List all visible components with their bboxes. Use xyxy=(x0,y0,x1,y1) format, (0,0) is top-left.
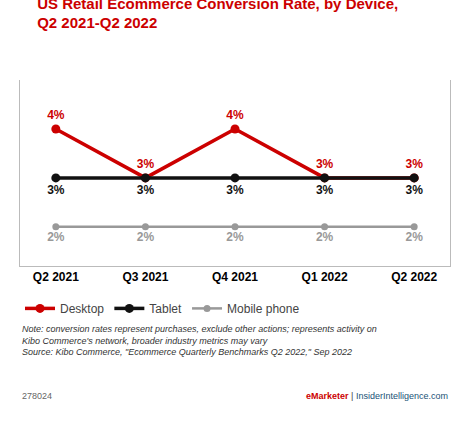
svg-text:278024: 278024 xyxy=(22,391,52,401)
svg-text:Q2 2021: Q2 2021 xyxy=(33,270,79,284)
svg-text:Tablet: Tablet xyxy=(149,302,182,316)
svg-text:eMarketer | InsiderIntelligenc: eMarketer | InsiderIntelligence.com xyxy=(306,391,448,401)
svg-text:Note: conversion rates represe: Note: conversion rates represent purchas… xyxy=(22,324,377,357)
svg-text:3%: 3% xyxy=(137,157,155,171)
svg-text:3%: 3% xyxy=(405,183,423,197)
svg-text:Q4 2021: Q4 2021 xyxy=(212,270,258,284)
svg-text:2%: 2% xyxy=(226,230,244,244)
svg-text:2%: 2% xyxy=(316,230,334,244)
svg-text:3%: 3% xyxy=(316,183,334,197)
svg-text:2%: 2% xyxy=(405,230,423,244)
svg-text:3%: 3% xyxy=(226,183,244,197)
svg-text:Desktop: Desktop xyxy=(60,302,104,316)
svg-text:2%: 2% xyxy=(137,230,155,244)
svg-text:US Retail Ecommerce Conversion: US Retail Ecommerce Conversion Rate, by … xyxy=(37,0,398,31)
svg-text:3%: 3% xyxy=(405,157,423,171)
svg-text:3%: 3% xyxy=(137,183,155,197)
svg-text:4%: 4% xyxy=(47,108,65,122)
svg-text:Mobile phone: Mobile phone xyxy=(227,302,299,316)
svg-text:Q1 2022: Q1 2022 xyxy=(302,270,348,284)
svg-text:3%: 3% xyxy=(47,183,65,197)
svg-text:4%: 4% xyxy=(226,108,244,122)
svg-text:Q3 2021: Q3 2021 xyxy=(122,270,168,284)
svg-text:2%: 2% xyxy=(47,230,65,244)
svg-text:3%: 3% xyxy=(316,157,334,171)
svg-text:Q2 2022: Q2 2022 xyxy=(391,270,437,284)
